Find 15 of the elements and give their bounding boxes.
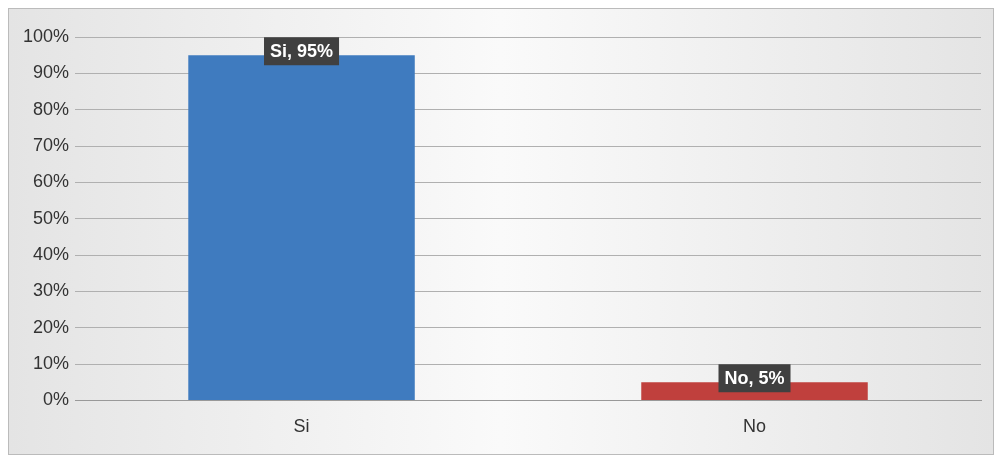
y-tick-label: 60% [33, 171, 70, 192]
y-tick-label: 0% [43, 389, 70, 410]
y-tick-label: 80% [33, 98, 70, 119]
y-tick-label: 20% [33, 316, 70, 337]
data-label: Si, 95% [270, 41, 334, 62]
y-tick-label: 40% [33, 244, 70, 265]
y-tick-label: 50% [33, 207, 70, 228]
y-tick-label: 30% [33, 280, 70, 301]
x-tick-label: No [743, 416, 767, 437]
x-tick-label: Si [293, 416, 310, 437]
y-tick-label: 10% [33, 353, 70, 374]
y-tick-label: 100% [22, 25, 70, 46]
y-tick-label: 90% [33, 62, 70, 83]
data-label: No, 5% [724, 368, 785, 389]
y-tick-label: 70% [33, 134, 70, 155]
